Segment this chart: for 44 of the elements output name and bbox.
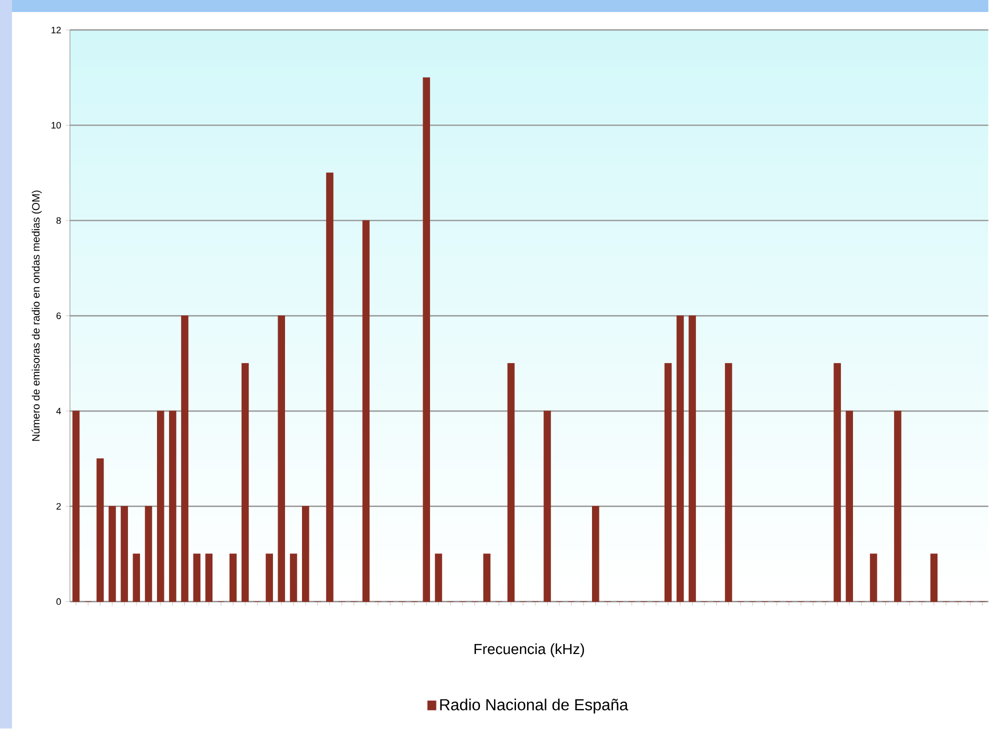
y-tick-label: 4 xyxy=(56,408,61,415)
bar xyxy=(834,363,841,602)
bar xyxy=(96,458,104,602)
bar xyxy=(193,554,200,602)
bar xyxy=(242,363,249,602)
y-tick-label: 10 xyxy=(52,122,61,129)
bar xyxy=(120,506,128,602)
bar xyxy=(592,506,600,602)
bar xyxy=(278,316,286,602)
bar xyxy=(507,363,515,602)
bar xyxy=(132,554,140,602)
bar xyxy=(290,554,298,602)
bar xyxy=(664,363,672,602)
y-tick-label: 12 xyxy=(52,26,61,34)
bar xyxy=(302,506,310,602)
bar xyxy=(144,506,152,602)
bar xyxy=(108,506,116,602)
y-tick-label: 2 xyxy=(56,503,61,510)
bar xyxy=(422,78,430,602)
y-axis-title: Número de emisoras de radio en ondas medias (OM) xyxy=(32,190,42,442)
x-axis-title: Frecuencia (kHz) xyxy=(474,644,584,658)
bar xyxy=(930,554,938,602)
legend-label: Radio Nacional de España xyxy=(440,698,628,714)
bar xyxy=(870,554,878,602)
bar xyxy=(483,554,490,602)
bar xyxy=(544,411,551,602)
bar xyxy=(894,411,902,602)
bar xyxy=(205,554,213,602)
bar xyxy=(724,363,732,602)
bar xyxy=(846,411,853,602)
y-tick-label: 6 xyxy=(56,312,61,320)
bar xyxy=(266,554,273,602)
y-tick-label: 8 xyxy=(56,217,61,224)
bar xyxy=(169,411,176,602)
bar xyxy=(181,316,188,602)
bar xyxy=(676,316,684,602)
bar xyxy=(72,411,80,602)
bar xyxy=(229,554,237,602)
bar xyxy=(326,172,334,602)
y-tick-label: 0 xyxy=(56,598,61,606)
bar xyxy=(156,411,164,602)
bar xyxy=(434,554,442,602)
bar xyxy=(362,220,370,602)
bar xyxy=(688,316,696,602)
